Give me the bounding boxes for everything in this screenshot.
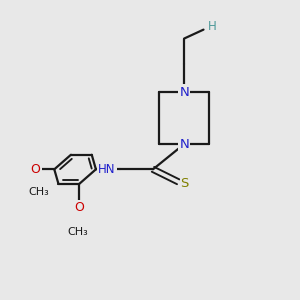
Text: N: N: [179, 138, 189, 151]
Text: S: S: [181, 177, 189, 190]
Text: N: N: [179, 85, 189, 98]
Text: H: H: [208, 20, 217, 33]
Text: HN: HN: [98, 163, 116, 176]
Text: O: O: [74, 202, 84, 214]
Text: O: O: [31, 163, 40, 176]
Text: CH₃: CH₃: [68, 227, 88, 237]
Text: CH₃: CH₃: [28, 187, 49, 196]
